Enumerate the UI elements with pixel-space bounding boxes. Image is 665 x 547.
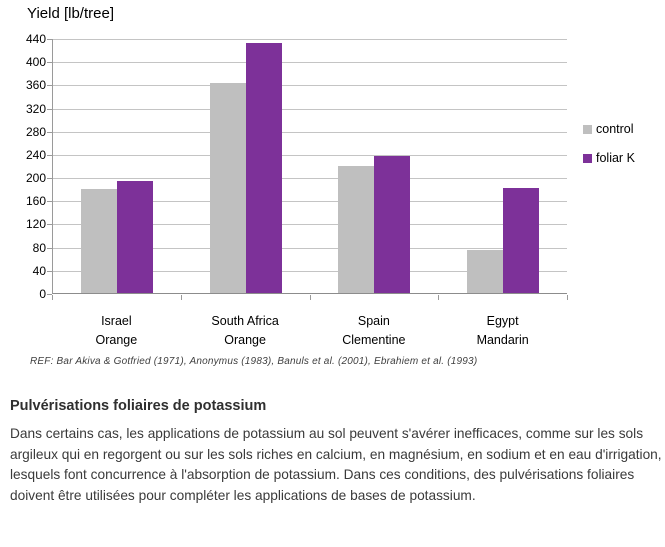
y-axis-tick-label: 80 [32,240,46,255]
bar-foliar-k-south-africa-orange [245,42,282,293]
gridline [53,62,567,64]
gridline [53,201,567,203]
legend-item-foliar-k: foliar K [583,151,635,166]
x-axis-tickmark [180,295,182,300]
bar-control-south-africa-orange [209,82,246,293]
x-axis-category-label: Egypt Mandarin [438,312,567,350]
bar-control-egypt-mandarin [466,249,503,293]
y-axis-tickmark [47,154,52,156]
article-body: Dans certains cas, les applications de p… [10,426,662,504]
y-axis-tickmark [47,224,52,226]
gridline [53,178,567,180]
legend-swatch-icon [583,125,592,134]
gridline [53,224,567,226]
y-axis-tick-label: 280 [25,124,46,139]
bar-group-spain-clementine [310,39,439,293]
x-axis-category-label-line: Clementine [342,333,406,347]
bar-group-south-africa-orange [182,39,311,293]
bar-group-egypt-mandarin [439,39,568,293]
x-axis-category-label-line: Orange [95,333,138,347]
x-axis-tickmark [309,295,311,300]
bar-foliar-k-israel-orange [117,181,154,293]
y-axis-tick-label: 40 [32,263,46,278]
chart-title: Yield [lb/tree] [27,5,114,22]
y-axis-tickmark [47,294,52,295]
y-axis-tickmark [47,39,52,40]
x-axis-category-labels: Israel Orange South Africa Orange Spain Cleme… [52,312,567,350]
y-axis-tick-label: 240 [25,147,46,162]
legend-item-control: control [583,122,635,137]
x-axis-category-label: South Africa Orange [181,312,310,350]
x-axis-category-label-line: Egypt [486,314,519,328]
y-axis-tickmark [47,108,52,110]
y-axis-tick-label: 320 [25,101,46,116]
bar-control-spain-clementine [338,165,375,293]
y-axis-tick-label: 360 [25,78,46,93]
y-axis-tick-label: 0 [39,287,46,301]
x-axis-category-label-line: Spain [357,314,390,328]
y-axis-tickmark [47,85,52,87]
y-axis-tickmark [47,131,52,133]
x-axis-category-label-line: Mandarin [476,333,529,347]
bar-control-israel-orange [81,188,118,293]
x-axis-tickmark [52,295,53,300]
gridline [53,247,567,249]
y-axis-tickmark [47,62,52,64]
legend-label: control [596,122,634,136]
y-axis-tickmark [47,178,52,180]
bar-foliar-k-spain-clementine [374,155,411,293]
y-axis-tickmark [47,247,52,249]
legend-swatch-icon [583,154,592,163]
chart-reference-note: REF: Bar Akiva & Gotfried (1971), Anonym… [30,356,478,367]
gridline [53,131,567,133]
gridline [53,85,567,87]
x-axis-category-label-line: South Africa [211,314,279,328]
gridline [53,270,567,272]
gridline [53,39,567,40]
y-axis-tick-label: 120 [25,217,46,232]
bar-group-israel-orange [53,39,182,293]
plot-area [52,39,567,294]
x-axis-tickmark [438,295,440,300]
x-axis-category-label-line: Orange [224,333,266,347]
y-axis-tick-label: 160 [25,194,46,209]
x-axis-category-label-line: Israel [101,314,132,328]
bar-groups [53,39,567,293]
bar-foliar-k-egypt-mandarin [502,187,539,293]
y-axis-tick-label: 440 [25,32,46,46]
y-axis-tick-label: 200 [25,171,46,186]
x-axis-category-label: Israel Orange [52,312,181,350]
y-axis-tick-label: 400 [25,55,46,70]
chart-legend: control foliar K [583,122,635,180]
gridline [53,108,567,110]
y-axis: 0 40 80 120 160 200 240 280 320 360 400 440 [0,32,46,301]
legend-label: foliar K [596,151,635,165]
y-axis-tickmark [47,201,52,203]
y-axis-tickmark [47,270,52,272]
article-heading: Pulvérisations foliaires de potassium [10,398,267,414]
x-axis-tickmark [567,295,568,300]
gridline [53,154,567,156]
x-axis-category-label: Spain Clementine [310,312,439,350]
